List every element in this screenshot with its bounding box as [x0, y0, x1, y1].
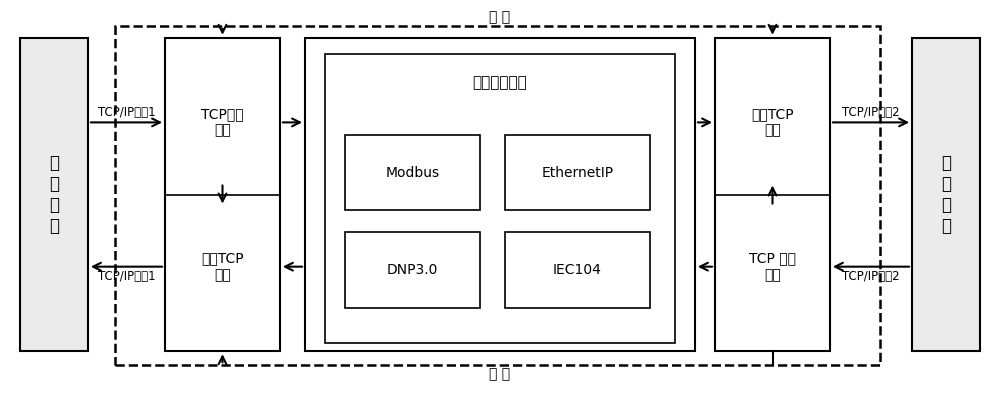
Text: 构造TCP
会话: 构造TCP 会话	[201, 252, 244, 282]
Bar	[345, 135, 480, 210]
Bar	[505, 232, 650, 308]
Bar	[325, 54, 675, 343]
Text: TCP/IP应答2: TCP/IP应答2	[842, 270, 900, 283]
Text: 工控协议处理: 工控协议处理	[473, 75, 527, 90]
Text: TCP/IP请求2: TCP/IP请求2	[842, 106, 900, 119]
Text: 构造TCP
会话: 构造TCP 会话	[751, 107, 794, 137]
Bar	[912, 38, 980, 351]
Text: 摆 渡: 摆 渡	[489, 367, 511, 381]
Bar	[165, 38, 280, 351]
Text: 摆 渡: 摆 渡	[489, 10, 511, 24]
Text: DNP3.0: DNP3.0	[387, 263, 438, 277]
Text: Modbus: Modbus	[385, 166, 440, 180]
Text: TCP会话
截断: TCP会话 截断	[201, 107, 244, 137]
Bar	[20, 38, 88, 351]
Text: TCP/IP应答1: TCP/IP应答1	[98, 270, 155, 283]
Text: TCP 会话
截断: TCP 会话 截断	[749, 252, 796, 282]
Bar	[505, 135, 650, 210]
Text: EthernetIP: EthernetIP	[541, 166, 614, 180]
Text: 外
部
网
络: 外 部 网 络	[49, 154, 59, 235]
Bar	[305, 38, 695, 351]
Bar	[345, 232, 480, 308]
Text: IEC104: IEC104	[553, 263, 602, 277]
Bar	[115, 26, 880, 365]
Text: TCP/IP请求1: TCP/IP请求1	[98, 106, 155, 119]
Text: 内
部
网
络: 内 部 网 络	[941, 154, 951, 235]
Bar	[715, 38, 830, 351]
